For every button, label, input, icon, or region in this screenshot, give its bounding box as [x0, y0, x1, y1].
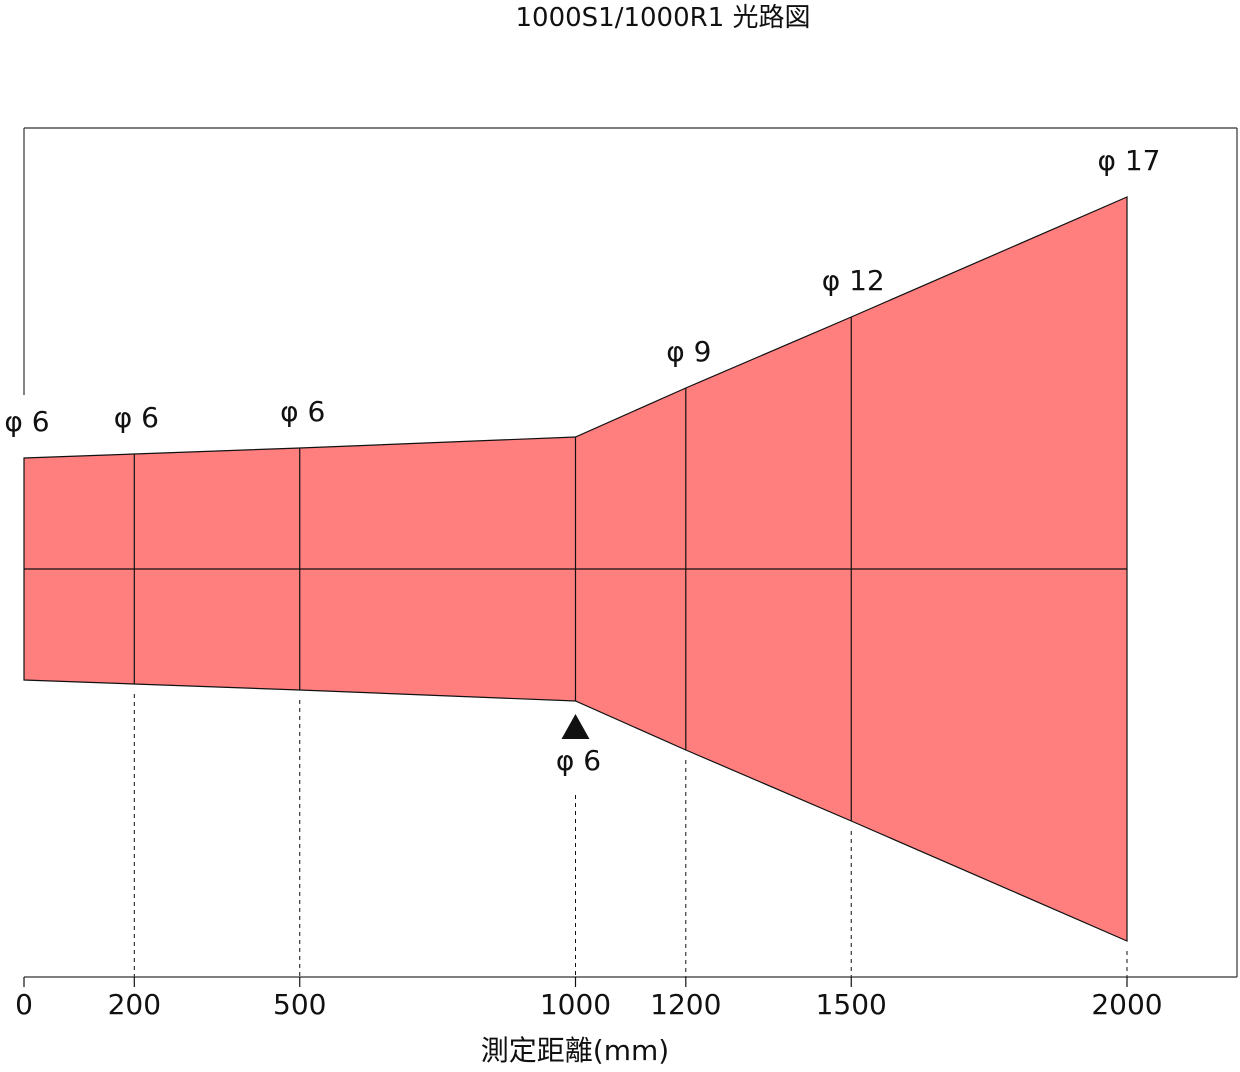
beam-section-lines	[133, 317, 852, 821]
x-tick-label: 1200	[650, 988, 721, 1021]
plot-frame	[23, 127, 1238, 977]
diameter-label: φ 6	[4, 405, 49, 438]
focal-diameter-label: φ 6	[556, 744, 601, 777]
x-tick-label: 200	[108, 988, 161, 1021]
diagram-title: 1000S1/1000R1 光路図	[515, 3, 810, 33]
diameter-label: φ 6	[280, 395, 325, 428]
diameter-label: φ 9	[666, 335, 711, 368]
x-tick-label: 1500	[816, 988, 887, 1021]
x-tick-label: 500	[273, 988, 326, 1021]
triangle-up-icon	[561, 714, 590, 739]
diameter-label: φ 17	[1098, 144, 1161, 177]
diameter-label: φ 12	[822, 264, 885, 297]
x-tick-label: 2000	[1091, 988, 1162, 1021]
x-tick-label: 0	[15, 988, 33, 1021]
diameter-label: φ 6	[114, 401, 159, 434]
x-axis-ticks: 0 200 500 1000 1200 1500 2000	[15, 977, 1163, 1021]
diameter-labels: φ 6 φ 6 φ 6 φ 9 φ 12 φ 17	[4, 144, 1160, 438]
x-axis-label: 測定距離(mm)	[481, 1034, 669, 1067]
distance-guide-lines	[133, 694, 1128, 977]
x-tick-label: 1000	[540, 988, 611, 1021]
